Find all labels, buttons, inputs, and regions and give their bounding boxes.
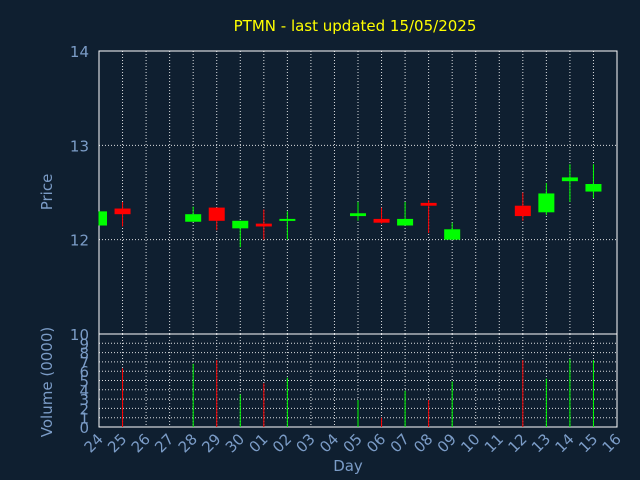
price-tick-label: 14	[70, 43, 89, 61]
x-tick-label: 28	[175, 430, 201, 456]
candle-body	[350, 213, 366, 217]
volume-tick-label: 4	[79, 382, 89, 400]
x-tick-label: 27	[151, 430, 177, 456]
volume-tick-label: 1	[79, 410, 89, 428]
x-tick-label: 03	[293, 430, 319, 456]
volume-marks	[122, 359, 594, 427]
candle-body	[397, 218, 414, 226]
x-tick-label: 26	[128, 430, 154, 456]
x-tick-label: 13	[528, 430, 554, 456]
price-marks	[98, 164, 602, 248]
candle-body	[538, 193, 555, 213]
x-tick-label: 29	[198, 430, 224, 456]
candle-body	[420, 202, 437, 206]
candle-body	[373, 218, 390, 223]
x-tick-label: 07	[387, 430, 413, 456]
candle-body	[279, 218, 296, 221]
grid-layer	[99, 51, 617, 427]
price-axis-label: Price	[38, 174, 56, 211]
x-tick-label: 05	[340, 430, 366, 456]
volume-tick-label: 6	[79, 363, 89, 381]
candle-body	[514, 205, 531, 217]
volume-tick-label: 3	[79, 391, 89, 409]
volume-tick-label: 0	[79, 419, 89, 437]
chart-title: PTMN - last updated 15/05/2025	[234, 17, 477, 35]
volume-tick-label: 9	[79, 335, 89, 353]
volume-tick-label: 5	[79, 373, 89, 391]
x-tick-label: 10	[457, 430, 483, 456]
candle-body	[114, 208, 131, 215]
x-tick-label: 15	[575, 430, 601, 456]
price-tick-label: 10	[70, 326, 89, 344]
candle-body	[255, 223, 272, 227]
price-tick-label: 13	[70, 137, 89, 155]
candle-body	[585, 184, 602, 192]
x-tick-label: 02	[269, 430, 295, 456]
candle-body	[444, 229, 461, 240]
price-tick-label: 12	[70, 232, 89, 250]
candle-body	[208, 207, 225, 221]
x-tick-label: 14	[552, 430, 578, 456]
x-tick-label: 06	[363, 430, 389, 456]
x-tick-label: 12	[504, 430, 530, 456]
volume-axis-label: Volume (0000)	[38, 327, 56, 437]
x-tick-label: 16	[599, 430, 625, 456]
volume-tick-label: 8	[79, 345, 89, 363]
candle-body	[99, 211, 107, 226]
tick-labels: 1213141001234567892425262728293001020304…	[70, 43, 625, 456]
x-tick-label: 30	[222, 430, 248, 456]
x-tick-label: 25	[104, 430, 130, 456]
volume-tick-label: 7	[79, 354, 89, 372]
x-tick-label: 08	[410, 430, 436, 456]
candle-body	[561, 177, 578, 182]
candle-body	[232, 220, 249, 229]
x-tick-label: 04	[316, 430, 342, 456]
volume-tick-label: 2	[79, 400, 89, 418]
x-tick-label: 01	[245, 430, 271, 456]
x-tick-label: 11	[481, 430, 507, 456]
candle-body	[185, 214, 202, 222]
x-axis-label: Day	[333, 457, 363, 475]
x-tick-label: 09	[434, 430, 460, 456]
